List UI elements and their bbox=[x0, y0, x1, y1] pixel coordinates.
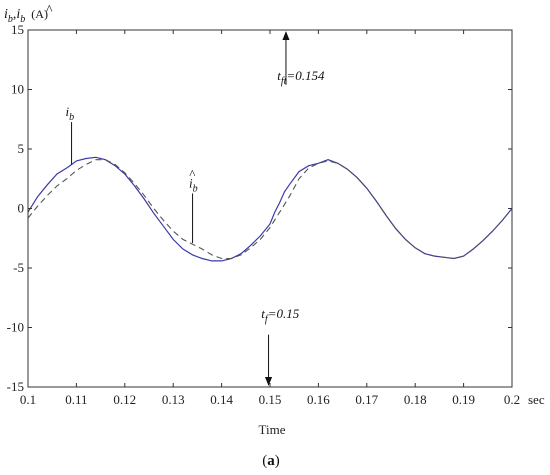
y-tick-label: -15 bbox=[7, 379, 24, 394]
x-axis-label: Time bbox=[259, 422, 286, 437]
x-tick-label: 0.12 bbox=[113, 392, 136, 407]
x-tick-label: 0.13 bbox=[162, 392, 185, 407]
annotation-label-t-f: tf=0.15 bbox=[261, 306, 299, 325]
x-tick-label: 0.19 bbox=[452, 392, 475, 407]
x-axis-unit: sec bbox=[528, 392, 545, 407]
series-line-i-b-hat bbox=[27, 159, 513, 260]
y-tick-label: 10 bbox=[11, 82, 24, 97]
x-tick-label: 0.16 bbox=[307, 392, 330, 407]
x-tick-label: 0.18 bbox=[404, 392, 427, 407]
x-tick-label: 0.1 bbox=[20, 392, 36, 407]
x-tick-label: 0.2 bbox=[504, 392, 520, 407]
plot-frame bbox=[27, 29, 513, 388]
x-tick-label: 0.14 bbox=[210, 392, 233, 407]
x-tick-label: 0.11 bbox=[65, 392, 87, 407]
x-tick-label: 0.17 bbox=[355, 392, 378, 407]
y-tick-label: -5 bbox=[13, 260, 24, 275]
annotation-label-t-ft: tft=0.154 bbox=[277, 68, 325, 87]
y-tick-label: 0 bbox=[18, 201, 25, 216]
annotation-label-i-b: ib bbox=[66, 104, 75, 123]
y-tick-label: 15 bbox=[11, 22, 24, 37]
annotation-label-i-b-hat: ib bbox=[189, 175, 198, 194]
series-line-i-b bbox=[27, 156, 513, 262]
y-tick-label: 5 bbox=[18, 141, 25, 156]
tick-layer: 0.1 0.11 0.12 0.13 0.14 0.15 0.16 0.17 0.18 0.19 0… bbox=[7, 22, 520, 407]
y-tick-label: -10 bbox=[7, 320, 24, 335]
annotation-hat: ^ bbox=[189, 166, 196, 181]
series-layer bbox=[27, 156, 513, 262]
figure-caption: (a) bbox=[262, 453, 280, 469]
x-tick-label: 0.15 bbox=[259, 392, 282, 407]
y-axis-label: ib,ib (A) bbox=[4, 7, 48, 25]
y-label-hat: ^ bbox=[46, 3, 53, 18]
